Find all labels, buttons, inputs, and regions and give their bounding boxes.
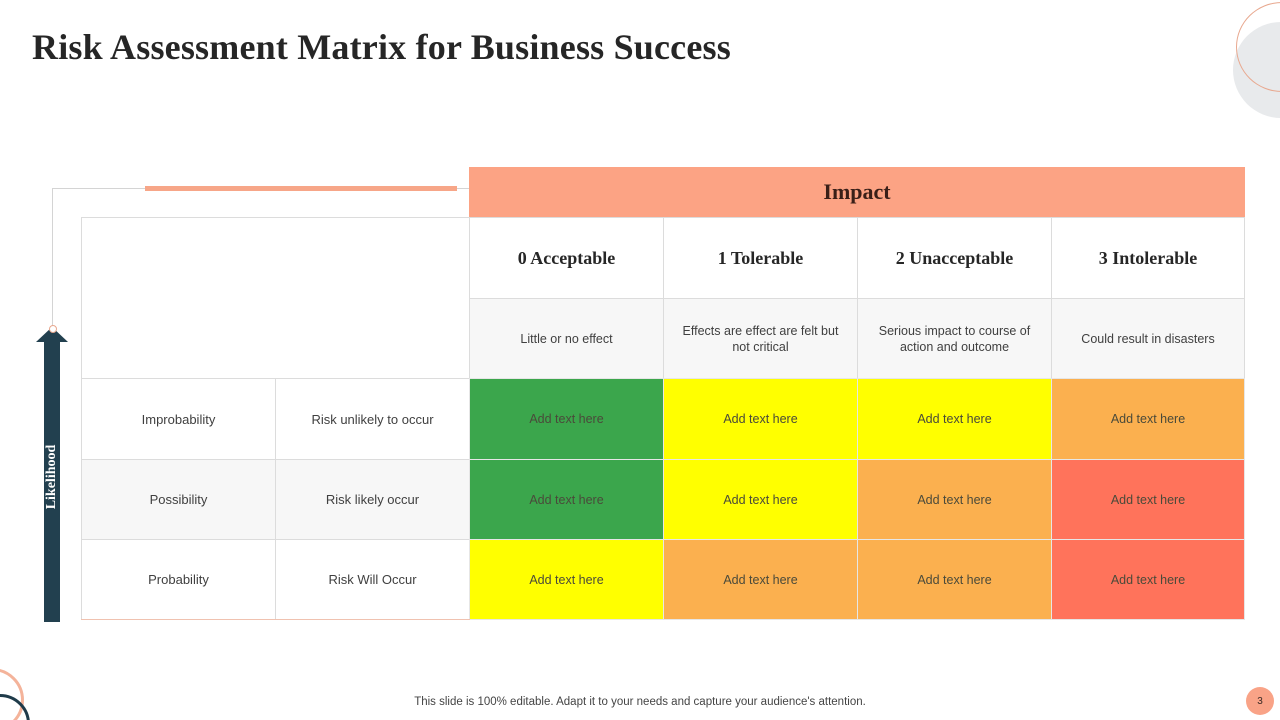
row-description-improbability: Risk unlikely to occur [275, 378, 470, 460]
risk-cell-r1-c0[interactable]: Add text here [469, 378, 664, 460]
risk-cell-r1-c1[interactable]: Add text here [663, 378, 858, 460]
column-heading-tolerable: 1 Tolerable [663, 217, 858, 299]
impact-header: Impact [469, 167, 1245, 217]
risk-cell-r2-c1[interactable]: Add text here [663, 459, 858, 540]
page-number-badge: 3 [1246, 687, 1274, 715]
risk-cell-r1-c2[interactable]: Add text here [857, 378, 1052, 460]
connector-line-vertical [52, 188, 53, 328]
matrix-corner-blank [81, 217, 470, 379]
column-description-acceptable: Little or no effect [469, 298, 664, 379]
risk-cell-r2-c3[interactable]: Add text here [1051, 459, 1245, 540]
matrix-bottom-accent-line [81, 619, 470, 620]
risk-cell-r2-c2[interactable]: Add text here [857, 459, 1052, 540]
likelihood-arrow [44, 341, 60, 622]
row-level-probability: Probability [81, 539, 276, 620]
risk-cell-r2-c0[interactable]: Add text here [469, 459, 664, 540]
row-description-possibility: Risk likely occur [275, 459, 470, 540]
column-description-unacceptable: Serious impact to course of action and o… [857, 298, 1052, 379]
risk-cell-r3-c1[interactable]: Add text here [663, 539, 858, 620]
column-description-intolerable: Could result in disasters [1051, 298, 1245, 379]
column-heading-unacceptable: 2 Unacceptable [857, 217, 1052, 299]
row-level-possibility: Possibility [81, 459, 276, 540]
connector-dot [48, 325, 57, 333]
risk-cell-r3-c0[interactable]: Add text here [469, 539, 664, 620]
accent-bar [145, 186, 457, 191]
likelihood-label: Likelihood [44, 444, 59, 510]
risk-cell-r3-c2[interactable]: Add text here [857, 539, 1052, 620]
risk-cell-r3-c3[interactable]: Add text here [1051, 539, 1245, 620]
risk-cell-r1-c3[interactable]: Add text here [1051, 378, 1245, 460]
column-description-tolerable: Effects are effect are felt but not crit… [663, 298, 858, 379]
slide-title: Risk Assessment Matrix for Business Succ… [32, 27, 731, 67]
column-heading-acceptable: 0 Acceptable [469, 217, 664, 299]
row-level-improbability: Improbability [81, 378, 276, 460]
arrow-up-icon [36, 327, 68, 342]
row-description-probability: Risk Will Occur [275, 539, 470, 620]
column-heading-intolerable: 3 Intolerable [1051, 217, 1245, 299]
footer-note: This slide is 100% editable. Adapt it to… [414, 696, 866, 708]
